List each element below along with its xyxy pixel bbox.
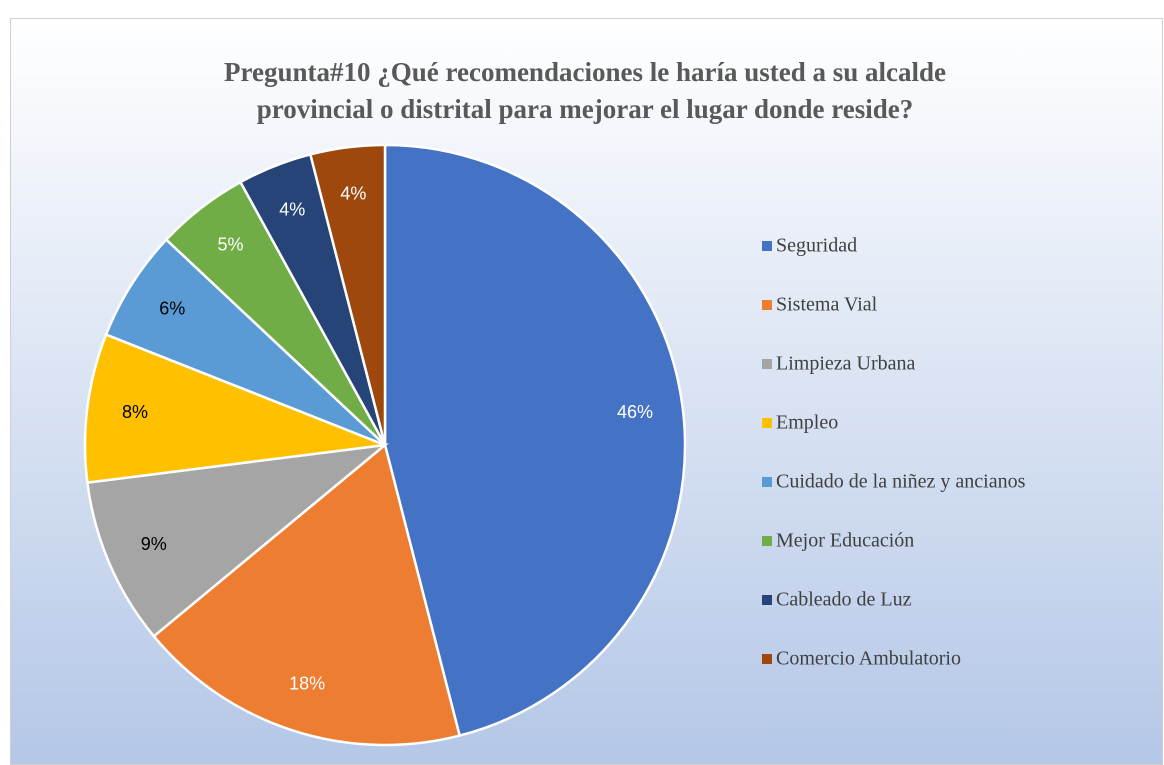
- data-label: 18%: [289, 673, 325, 693]
- legend-label: Limpieza Urbana: [776, 353, 915, 375]
- legend-label: Empleo: [776, 412, 838, 434]
- legend-swatch: [762, 300, 772, 310]
- data-label: 9%: [141, 534, 167, 554]
- legend-label: Sistema Vial: [776, 294, 878, 316]
- legend-label: Mejor Educación: [776, 530, 914, 552]
- legend-label: Seguridad: [776, 235, 857, 257]
- data-label: 8%: [122, 402, 148, 422]
- legend-swatch: [762, 654, 772, 664]
- pie-slice: [152, 442, 462, 747]
- data-label: 5%: [218, 235, 244, 255]
- legend-label: Cableado de Luz: [776, 589, 912, 611]
- pie-slice: [308, 143, 387, 446]
- pie-slice: [83, 332, 386, 484]
- legend-swatch: [762, 359, 772, 369]
- legend-swatch: [762, 418, 772, 428]
- legend-label: Cuidado de la niñez y ancianos: [776, 471, 1026, 493]
- legend-swatch: [762, 595, 772, 605]
- data-label: 4%: [340, 184, 366, 204]
- data-label: 46%: [617, 402, 653, 422]
- legend-swatch: [762, 536, 772, 546]
- legend-label: Comercio Ambulatorio: [776, 648, 961, 670]
- chart-title: Pregunta#10 ¿Qué recomendaciones le harí…: [224, 57, 946, 87]
- pie-slice: [85, 443, 390, 638]
- legend-swatch: [762, 241, 772, 251]
- chart-title: provincial o distrital para mejorar el l…: [257, 94, 913, 124]
- data-label: 6%: [159, 299, 185, 319]
- data-label: 4%: [279, 199, 305, 219]
- legend-swatch: [762, 477, 772, 487]
- pie-slice: [383, 143, 687, 738]
